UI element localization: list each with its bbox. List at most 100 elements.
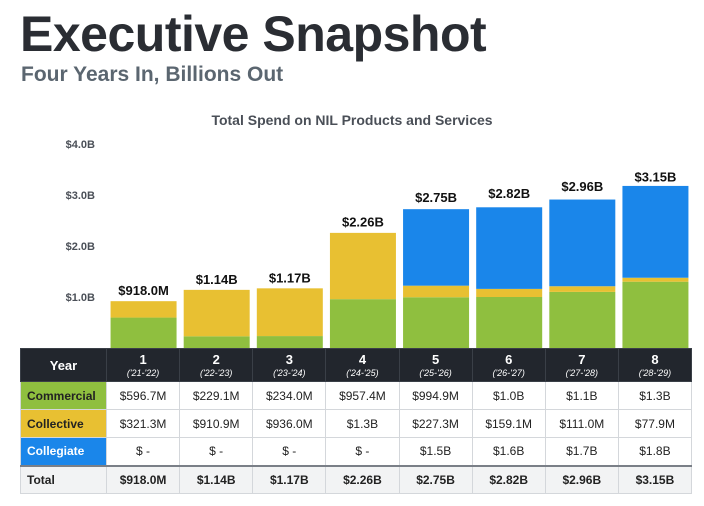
table-cell: $ - (252, 437, 327, 466)
table-header-row: Year 1 ('21-'22) 2 ('22-'23) 3 ('23-'24) 4 ('24… (20, 348, 693, 382)
year-period: ('28-'29) (638, 367, 672, 378)
bar-total-label: $3.15B (634, 169, 676, 184)
table-cell: $ - (105, 437, 181, 466)
bar-collective-year-3 (256, 288, 323, 337)
year-number: 4 (358, 351, 367, 367)
bar-collective-year-5 (403, 285, 470, 298)
bar-collective-year-6 (476, 288, 543, 297)
year-period: ('26-'27) (492, 367, 525, 378)
year-header-3: 3 ('23-'24) (252, 348, 327, 382)
year-number: 5 (431, 351, 440, 367)
bar-commercial-year-1 (110, 317, 177, 348)
table-row-commercial: Commercial $596.7M $229.1M $234.0M $957.4M $9… (20, 381, 693, 410)
table-cell: $1.7B (544, 437, 619, 466)
year-number: 3 (285, 351, 293, 367)
table-cell: $596.7M (105, 381, 181, 410)
table-cell: $227.3M (398, 409, 473, 438)
chart-title: Total Spend on NIL Products and Services (211, 112, 493, 128)
table-cell: $1.5B (398, 437, 473, 466)
bar-collegiate-year-6 (476, 207, 543, 289)
bar-commercial-year-5 (403, 297, 470, 348)
y-tick-label: $4.0B (66, 139, 95, 151)
bar-collegiate-year-5 (403, 209, 470, 286)
row-label-collective: Collective (20, 409, 107, 438)
total-cell: $918.0M (105, 464, 181, 494)
total-cell: $2.75B (398, 464, 473, 494)
year-period: ('24-'25) (346, 367, 379, 378)
year-number: 1 (139, 351, 147, 367)
bar-collective-year-8 (622, 277, 689, 282)
year-period: ('23-'24) (273, 367, 306, 378)
total-cell: $1.14B (179, 464, 254, 494)
total-cell: $2.96B (544, 464, 619, 494)
bar-collective-year-7 (549, 286, 616, 292)
table-cell: $1.3B (617, 381, 693, 410)
table-cell: $111.0M (544, 409, 619, 438)
year-header-1: 1 ('21-'22) (105, 348, 181, 382)
year-header-5: 5 ('25-'26) (398, 348, 473, 382)
bar-collective-year-1 (110, 301, 177, 318)
table-cell: $321.3M (105, 409, 181, 438)
bar-total-label: $918.0M (118, 283, 169, 298)
table-corner-label: Year (20, 348, 107, 382)
bar-commercial-year-4 (329, 299, 396, 348)
table-cell: $1.0B (471, 381, 546, 410)
year-header-8: 8 ('28-'29) (617, 348, 693, 382)
table-row-total: Total $918.0M $1.14B $1.17B $2.26B $2.75B $2.8… (20, 464, 693, 494)
bar-commercial-year-6 (476, 297, 543, 348)
total-cell: $2.82B (471, 464, 546, 494)
bar-commercial-year-8 (622, 281, 689, 348)
table-row-collective: Collective $321.3M $910.9M $936.0M $1.3B $227… (20, 409, 693, 438)
table-cell: $77.9M (617, 409, 693, 438)
year-header-7: 7 ('27-'28) (544, 348, 619, 382)
bar-total-label: $2.75B (415, 190, 457, 205)
table-cell: $ - (179, 437, 254, 466)
row-label-commercial: Commercial (20, 381, 107, 410)
table-cell: $234.0M (252, 381, 327, 410)
y-tick-label: $3.0B (66, 190, 95, 202)
table-cell: $994.9M (398, 381, 473, 410)
bar-collegiate-year-8 (622, 185, 689, 278)
row-label-total: Total (20, 464, 107, 494)
row-label-collegiate: Collegiate (20, 437, 107, 466)
year-number: 8 (651, 351, 659, 367)
bar-commercial-year-7 (549, 291, 616, 348)
year-header-4: 4 ('24-'25) (325, 348, 400, 382)
y-tick-label: $2.0B (66, 241, 95, 253)
bar-total-label: $2.82B (488, 186, 530, 201)
bar-total-label: $2.96B (561, 179, 603, 194)
table-cell: $1.6B (471, 437, 546, 466)
bar-total-label: $2.26B (342, 215, 384, 230)
table-cell: $1.1B (544, 381, 619, 410)
table-cell: $1.8B (617, 437, 693, 466)
total-cell: $1.17B (252, 464, 327, 494)
table-cell: $159.1M (471, 409, 546, 438)
bar-collective-year-2 (183, 289, 250, 337)
y-tick-label: $1.0B (66, 292, 95, 304)
bar-collegiate-year-7 (549, 199, 616, 287)
stacked-bar-chart: $1.0B $2.0B $3.0B $4.0B $918.0M $1.14B $1.17B $… (66, 139, 689, 348)
bar-total-label: $1.17B (269, 270, 311, 285)
bar-commercial-year-2 (183, 336, 250, 348)
table-cell: $229.1M (179, 381, 254, 410)
total-cell: $3.15B (617, 464, 693, 494)
bar-commercial-year-3 (256, 336, 323, 348)
table-cell: $936.0M (252, 409, 327, 438)
year-number: 2 (212, 351, 220, 367)
table-row-collegiate: Collegiate $ - $ - $ - $ - $1.5B $1.6B $1.7B $1.… (20, 437, 693, 466)
year-period: ('25-'26) (419, 367, 452, 378)
table-cell: $ - (325, 437, 400, 466)
table-cell: $910.9M (179, 409, 254, 438)
bar-collective-year-4 (329, 232, 396, 300)
page-title: Executive Snapshot (20, 6, 487, 62)
data-table: Year 1 ('21-'22) 2 ('22-'23) 3 ('23-'24) 4 ('24… (20, 348, 693, 494)
year-number: 6 (505, 351, 513, 367)
year-header-6: 6 ('26-'27) (471, 348, 546, 382)
year-period: ('21-'22) (126, 367, 160, 378)
total-cell: $2.26B (325, 464, 400, 494)
year-header-2: 2 ('22-'23) (179, 348, 254, 382)
page-subtitle: Four Years In, Billions Out (21, 63, 284, 86)
table-cell: $957.4M (325, 381, 400, 410)
table-cell: $1.3B (325, 409, 400, 438)
year-period: ('27-'28) (565, 367, 599, 378)
